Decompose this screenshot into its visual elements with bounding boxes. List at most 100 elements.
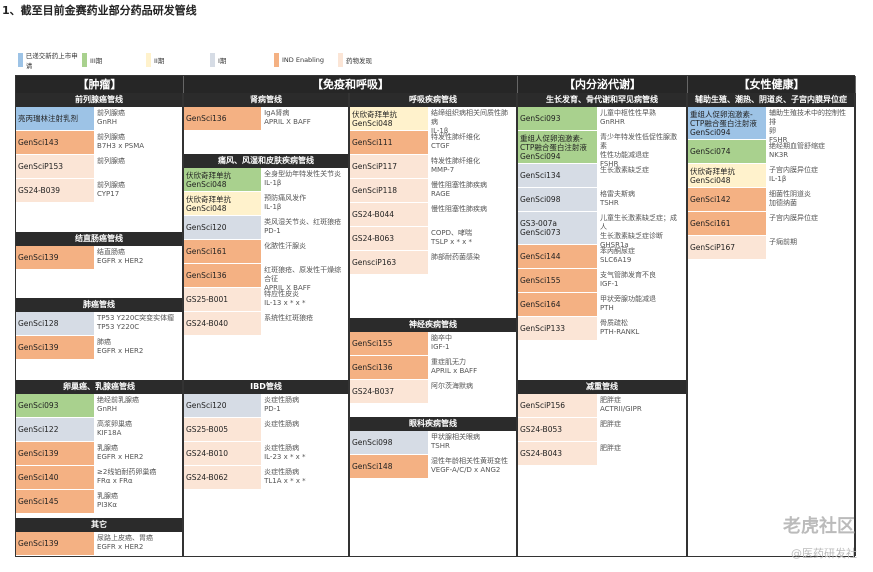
pipeline-row[interactable]: GenSci140 ≥2线铂耐药卵巢癌 FRα x FRα <box>16 466 182 490</box>
pipeline-row[interactable]: GenSci145 乳腺癌 PI3Kα <box>16 490 182 514</box>
indication: 结直肠癌 EGFR x HER2 <box>97 248 144 265</box>
pipeline-row[interactable]: GenSci148 湿性年龄相关性黄斑变性 VEGF-A/C/D x ANG2 <box>350 455 516 479</box>
indication: 乳腺癌 PI3Kα <box>97 492 119 509</box>
drug-name: GenSci139 <box>16 246 95 269</box>
drug-name: GensciP163 <box>350 251 429 274</box>
section-header: IBD管线 <box>184 380 348 394</box>
drug-name: GenSci098 <box>350 431 429 454</box>
category-header: 【内分泌代谢】 <box>518 76 688 93</box>
pipeline-row[interactable]: 亮丙瑞林注射乳剂 前列腺癌 GnRH <box>16 107 182 131</box>
pipeline-row[interactable]: GS24-B063 COPD、哮喘 TSLP x * x * <box>350 227 516 251</box>
pipeline-row[interactable]: GenSciP118 慢性阻塞性肺疾病 RAGE <box>350 179 516 203</box>
page-title: 1、截至目前金赛药业部分药品研发管线 <box>2 4 197 17</box>
pipeline-column: 前列腺癌管线 亮丙瑞林注射乳剂 前列腺癌 GnRH GenSci143 前列腺癌 B7H… <box>16 93 184 556</box>
indication: 炎症性肠病 <box>264 420 300 428</box>
pipeline-row[interactable]: GS24-B040 系统性红斑狼疮 <box>184 312 348 336</box>
pipeline-row[interactable]: GenSci093 绝经前乳腺癌 GnRH <box>16 394 182 418</box>
pipeline-section: 减重管线 GenSciP156 肥胖症 ACTRII/GIPR GS24-B053 肥胖… <box>518 380 686 466</box>
pipeline-row[interactable]: GenSci098 格雷夫斯病 TSHR <box>518 188 686 212</box>
pipeline-row[interactable]: 伏欣奇拜单抗 GenSci048 结缔组织病相关间质性肺病 IL-1β <box>350 107 516 135</box>
pipeline-row[interactable]: GenSci144 苯丙酮尿症 SLC6A19 <box>518 245 686 269</box>
pipeline-row[interactable]: 伏欣奇拜单抗 GenSci048 子宫内膜异位症 IL-1β <box>688 164 854 188</box>
pipeline-row[interactable]: GS25-B005 炎症性肠病 <box>184 418 348 442</box>
pipeline-section: 痛风、风湿和皮肤疾病管线 伏欣奇拜单抗 GenSci048 全身型幼年特发性关节炎 … <box>184 154 348 336</box>
legend-item: II期 <box>146 52 210 68</box>
stage-legend: 已递交新药上市申请 III期 II期 I期 IND Enabling 药物发现 <box>18 52 402 70</box>
pipeline-row[interactable]: GenSci142 细菌性阴道炎 加德纳菌 <box>688 188 854 212</box>
pipeline-row[interactable]: GenSci139 乳腺癌 EGFR x HER2 <box>16 442 182 466</box>
indication: 肺部耐药菌感染 <box>431 253 481 261</box>
indication: 特发性肺纤维化 MMP-7 <box>431 157 481 174</box>
pipeline-row[interactable]: GS24-B053 肥胖症 <box>518 418 686 442</box>
indication: 结缔组织病相关间质性肺病 IL-1β <box>431 109 509 135</box>
pipeline-row[interactable]: GenSci120 类风湿关节炎、红斑狼疮 PD-1 <box>184 216 348 240</box>
pipeline-row[interactable]: GS3-007a GenSci073 儿童生长激素缺乏症；成人 生长激素缺乏症诊断… <box>518 212 686 249</box>
pipeline-row[interactable]: GenSci139 尿路上皮癌、胃癌 EGFR x HER2 <box>16 532 182 556</box>
pipeline-row[interactable]: GS24-B043 肥胖症 <box>518 442 686 466</box>
pipeline-row[interactable]: GS25-B001 特应性皮炎 IL-13 x * x * <box>184 288 348 312</box>
drug-name: GenSci120 <box>184 216 262 239</box>
drug-name: GenSciP167 <box>688 236 767 259</box>
section-header: 减重管线 <box>518 380 686 394</box>
drug-name: GenSciP133 <box>518 317 597 340</box>
indication: ≥2线铂耐药卵巢癌 FRα x FRα <box>97 468 157 485</box>
pipeline-row[interactable]: GenSci122 高浆卵巢癌 KIF18A <box>16 418 182 442</box>
pipeline-section: 其它 GenSci139 尿路上皮癌、胃癌 EGFR x HER2 <box>16 518 182 556</box>
drug-name: GenSci093 <box>16 394 95 417</box>
pipeline-row[interactable]: GenSci098 甲状腺相关眼病 TSHR <box>350 431 516 455</box>
category-header: 【肿瘤】 <box>16 76 184 93</box>
pipeline-row[interactable]: GensciP163 肺部耐药菌感染 <box>350 251 516 275</box>
pipeline-row[interactable]: GenSci136 红斑狼疮、原发性干燥综合征 APRIL X BAFF <box>184 264 348 292</box>
pipeline-row[interactable]: GenSci143 前列腺癌 B7H3 x PSMA <box>16 131 182 155</box>
drug-name: GenSci143 <box>16 131 95 154</box>
pipeline-row[interactable]: GenSciP117 特发性肺纤维化 MMP-7 <box>350 155 516 179</box>
pipeline-row[interactable]: GenSci139 肺癌 EGFR x HER2 <box>16 336 182 360</box>
pipeline-row[interactable]: GenSciP133 骨质疏松 PTH-RANKL <box>518 317 686 341</box>
pipeline-row[interactable]: 伏欣奇拜单抗 GenSci048 全身型幼年特发性关节炎 IL-1β <box>184 168 348 192</box>
drug-name: 亮丙瑞林注射乳剂 <box>16 107 95 130</box>
pipeline-row[interactable]: 重组人促卵泡激素- CTP融合蛋白注射液 GenSci094 辅助生殖技术中的控制… <box>688 107 854 144</box>
pipeline-row[interactable]: GenSci134 生长激素缺乏症 <box>518 164 686 188</box>
pipeline-row[interactable]: GS24-B039 前列腺癌 CYP17 <box>16 179 182 203</box>
drug-name: GenSci074 <box>688 140 767 163</box>
pipeline-row[interactable]: GS24-B037 阿尔茨海默病 <box>350 380 516 404</box>
pipeline-row[interactable]: GenSci074 绝经期血管舒缩症 NK3R <box>688 140 854 164</box>
pipeline-section: 结直肠癌管线 GenSci139 结直肠癌 EGFR x HER2 <box>16 232 182 270</box>
legend-item: III期 <box>82 52 146 68</box>
drug-name: GS3-007a GenSci073 <box>518 212 597 244</box>
pipeline-row[interactable]: GenSci139 结直肠癌 EGFR x HER2 <box>16 246 182 270</box>
pipeline-row[interactable]: GS24-B044 慢性阻塞性肺疾病 <box>350 203 516 227</box>
pipeline-row[interactable]: GenSci164 甲状旁腺功能减退 PTH <box>518 293 686 317</box>
drug-name: GenSci145 <box>16 490 95 513</box>
pipeline-row[interactable]: GenSciP153 前列腺癌 <box>16 155 182 179</box>
pipeline-row[interactable]: GenSci128 TP53 Y220C突变实体瘤 TP53 Y220C <box>16 312 182 336</box>
pipeline-row[interactable]: 重组人促卵泡激素- CTP融合蛋白注射液 GenSci094 青少年特发性低促性腺… <box>518 131 686 168</box>
pipeline-row[interactable]: GenSci161 化脓性汗腺炎 <box>184 240 348 264</box>
pipeline-row[interactable]: GenSci155 支气管肺发育不良 IGF-1 <box>518 269 686 293</box>
pipeline-row[interactable]: GenSci161 子宫内膜异位症 <box>688 212 854 236</box>
drug-name: GenSci148 <box>350 455 429 478</box>
drug-name: GS24-B063 <box>350 227 429 250</box>
pipeline-row[interactable]: GenSci136 IgA肾病 APRIL X BAFF <box>184 107 348 131</box>
indication: 特应性皮炎 IL-13 x * x * <box>264 290 306 307</box>
drug-name: 伏欣奇拜单抗 GenSci048 <box>688 164 767 187</box>
pipeline-row[interactable]: GS24-B062 炎症性肠病 TL1A x * x * <box>184 466 348 490</box>
pipeline-row[interactable]: GenSci111 特发性肺纤维化 CTGF <box>350 131 516 155</box>
pipeline-row[interactable]: GenSci093 儿童中枢性性早熟 GnRHR <box>518 107 686 131</box>
pipeline-row[interactable]: GenSci120 炎症性肠病 PD-1 <box>184 394 348 418</box>
pipeline-row[interactable]: GenSciP156 肥胖症 ACTRII/GIPR <box>518 394 686 418</box>
pipeline-row[interactable]: GenSci155 脑卒中 IGF-1 <box>350 332 516 356</box>
drug-name: GenSci093 <box>518 107 597 130</box>
pipeline-column: 呼吸疾病管线 伏欣奇拜单抗 GenSci048 结缔组织病相关间质性肺病 IL-1β… <box>350 93 518 556</box>
pipeline-row[interactable]: GS24-B010 炎症性肠病 IL-23 x * x * <box>184 442 348 466</box>
indication: 格雷夫斯病 TSHR <box>599 190 635 207</box>
drug-name: GenSci122 <box>16 418 95 441</box>
pipeline-row[interactable]: 伏欣奇拜单抗 GenSci048 预防痛风发作 IL-1β <box>184 192 348 216</box>
indication: 炎症性肠病 TL1A x * x * <box>264 468 306 485</box>
pipeline-row[interactable]: GenSciP167 子痫前期 <box>688 236 854 260</box>
pipeline-section: 前列腺癌管线 亮丙瑞林注射乳剂 前列腺癌 GnRH GenSci143 前列腺癌 B7H… <box>16 93 182 203</box>
indication: 炎症性肠病 IL-23 x * x * <box>264 444 306 461</box>
indication: 甲状旁腺功能减退 PTH <box>599 295 656 312</box>
drug-name: GenSciP117 <box>350 155 429 178</box>
pipeline-row[interactable]: GenSci136 重症肌无力 APRIL x BAFF <box>350 356 516 380</box>
